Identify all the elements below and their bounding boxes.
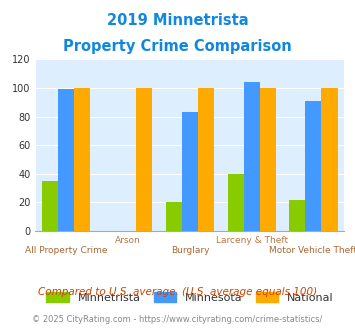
- Bar: [244, 82, 260, 231]
- Text: Property Crime Comparison: Property Crime Comparison: [63, 39, 292, 54]
- Bar: [136, 88, 152, 231]
- Legend: Minnetrista, Minnesota, National: Minnetrista, Minnesota, National: [42, 288, 338, 308]
- Bar: [166, 202, 182, 231]
- Bar: [228, 174, 244, 231]
- Bar: [260, 88, 276, 231]
- Text: Compared to U.S. average. (U.S. average equals 100): Compared to U.S. average. (U.S. average …: [38, 287, 317, 297]
- Bar: [289, 200, 305, 231]
- Text: Burglary: Burglary: [171, 246, 209, 255]
- Bar: [182, 112, 198, 231]
- Text: All Property Crime: All Property Crime: [25, 246, 108, 255]
- Bar: [198, 88, 214, 231]
- Bar: [58, 89, 75, 231]
- Text: Motor Vehicle Theft: Motor Vehicle Theft: [269, 246, 355, 255]
- Bar: [305, 101, 322, 231]
- Bar: [75, 88, 91, 231]
- Text: Larceny & Theft: Larceny & Theft: [215, 236, 288, 245]
- Text: Arson: Arson: [115, 236, 141, 245]
- Bar: [322, 88, 338, 231]
- Text: 2019 Minnetrista: 2019 Minnetrista: [107, 13, 248, 28]
- Text: © 2025 CityRating.com - https://www.cityrating.com/crime-statistics/: © 2025 CityRating.com - https://www.city…: [32, 315, 323, 324]
- Bar: [42, 181, 58, 231]
